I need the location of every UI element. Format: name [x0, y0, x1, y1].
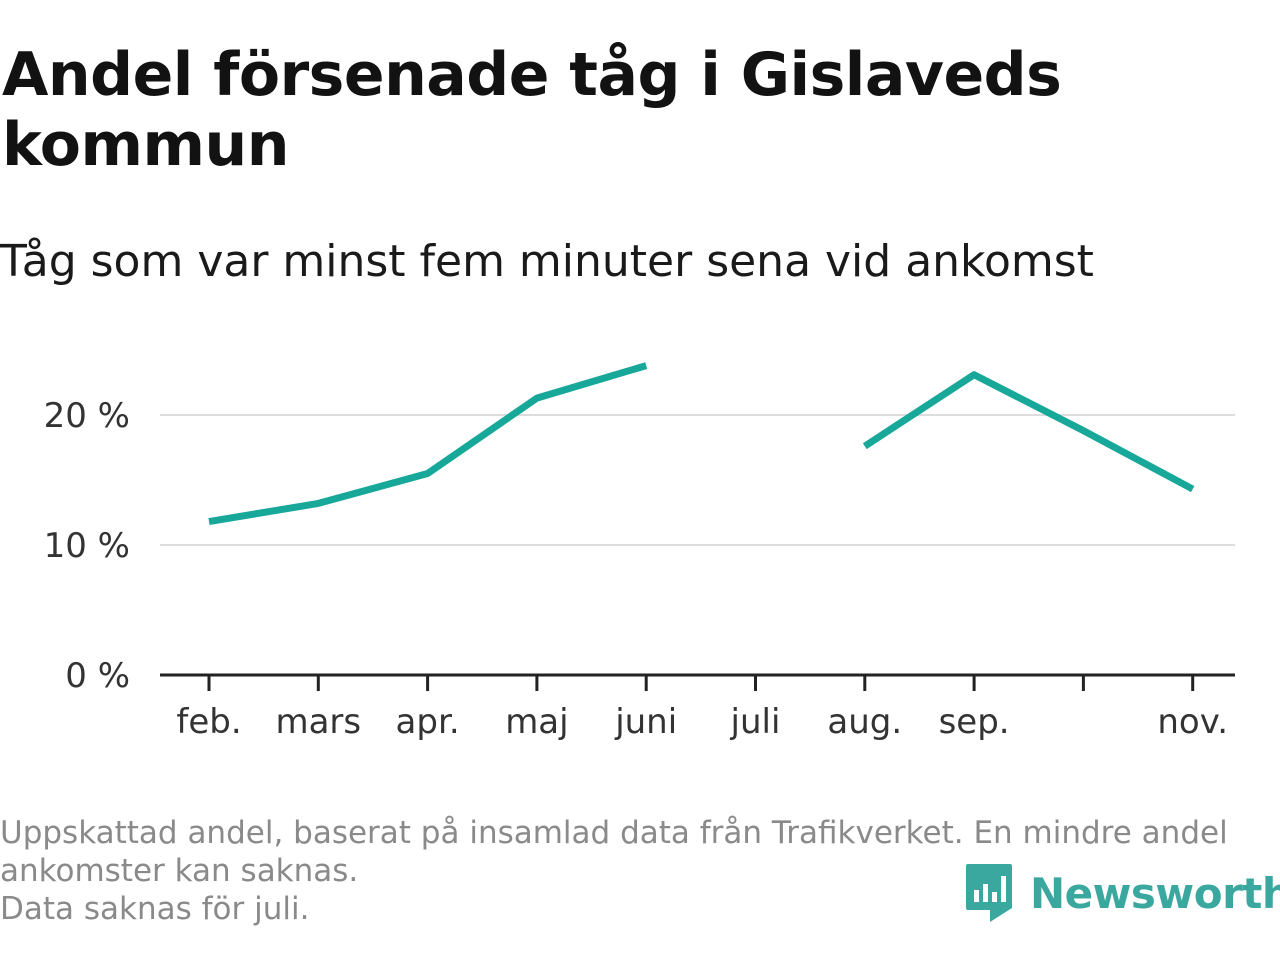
line-chart: 0 % 10 % 20 % feb. mars apr. maj juni juli aug. s… [44, 362, 1235, 742]
series-lines [208, 362, 1195, 526]
x-tick-label: juli [730, 702, 781, 742]
x-axis [160, 673, 1235, 691]
x-tick-label: juni [614, 702, 677, 742]
series-line-segment [208, 362, 648, 526]
gridlines [160, 414, 1235, 546]
x-tick-label: apr. [396, 702, 460, 742]
x-tick-label: sep. [939, 702, 1010, 742]
footnote-source: Uppskattad andel, baserat på insamlad da… [0, 815, 1228, 889]
y-tick-label: 20 % [44, 396, 130, 436]
x-tick-label: maj [505, 702, 568, 742]
x-tick-label: mars [275, 702, 361, 742]
brand-name: Newsworthy [1030, 868, 1280, 918]
y-tick-label: 0 % [65, 656, 130, 696]
y-tick-label: 10 % [44, 526, 130, 566]
footnote-missing-data: Data saknas för juli. [0, 891, 310, 927]
x-tick-label: feb. [176, 702, 241, 742]
x-tick-label: nov. [1157, 702, 1228, 742]
x-tick-label: aug. [827, 702, 902, 742]
chart-subtitle: Tåg som var minst fem minuter sena vid a… [0, 236, 1094, 287]
newsworthy-logo-icon [966, 864, 1012, 922]
chart-footnote: Uppskattad andel, baserat på insamlad da… [0, 814, 1270, 928]
brand-logo[interactable]: Newsworthy [964, 862, 1280, 924]
series-line-segment [862, 371, 1195, 493]
chart-title: Andel försenade tåg i Gislaveds kommun [2, 40, 1062, 180]
y-axis-tick-labels: 0 % 10 % 20 % [44, 396, 130, 696]
x-axis-tick-labels: feb. mars apr. maj juni juli aug. sep. nov. [176, 702, 1228, 742]
